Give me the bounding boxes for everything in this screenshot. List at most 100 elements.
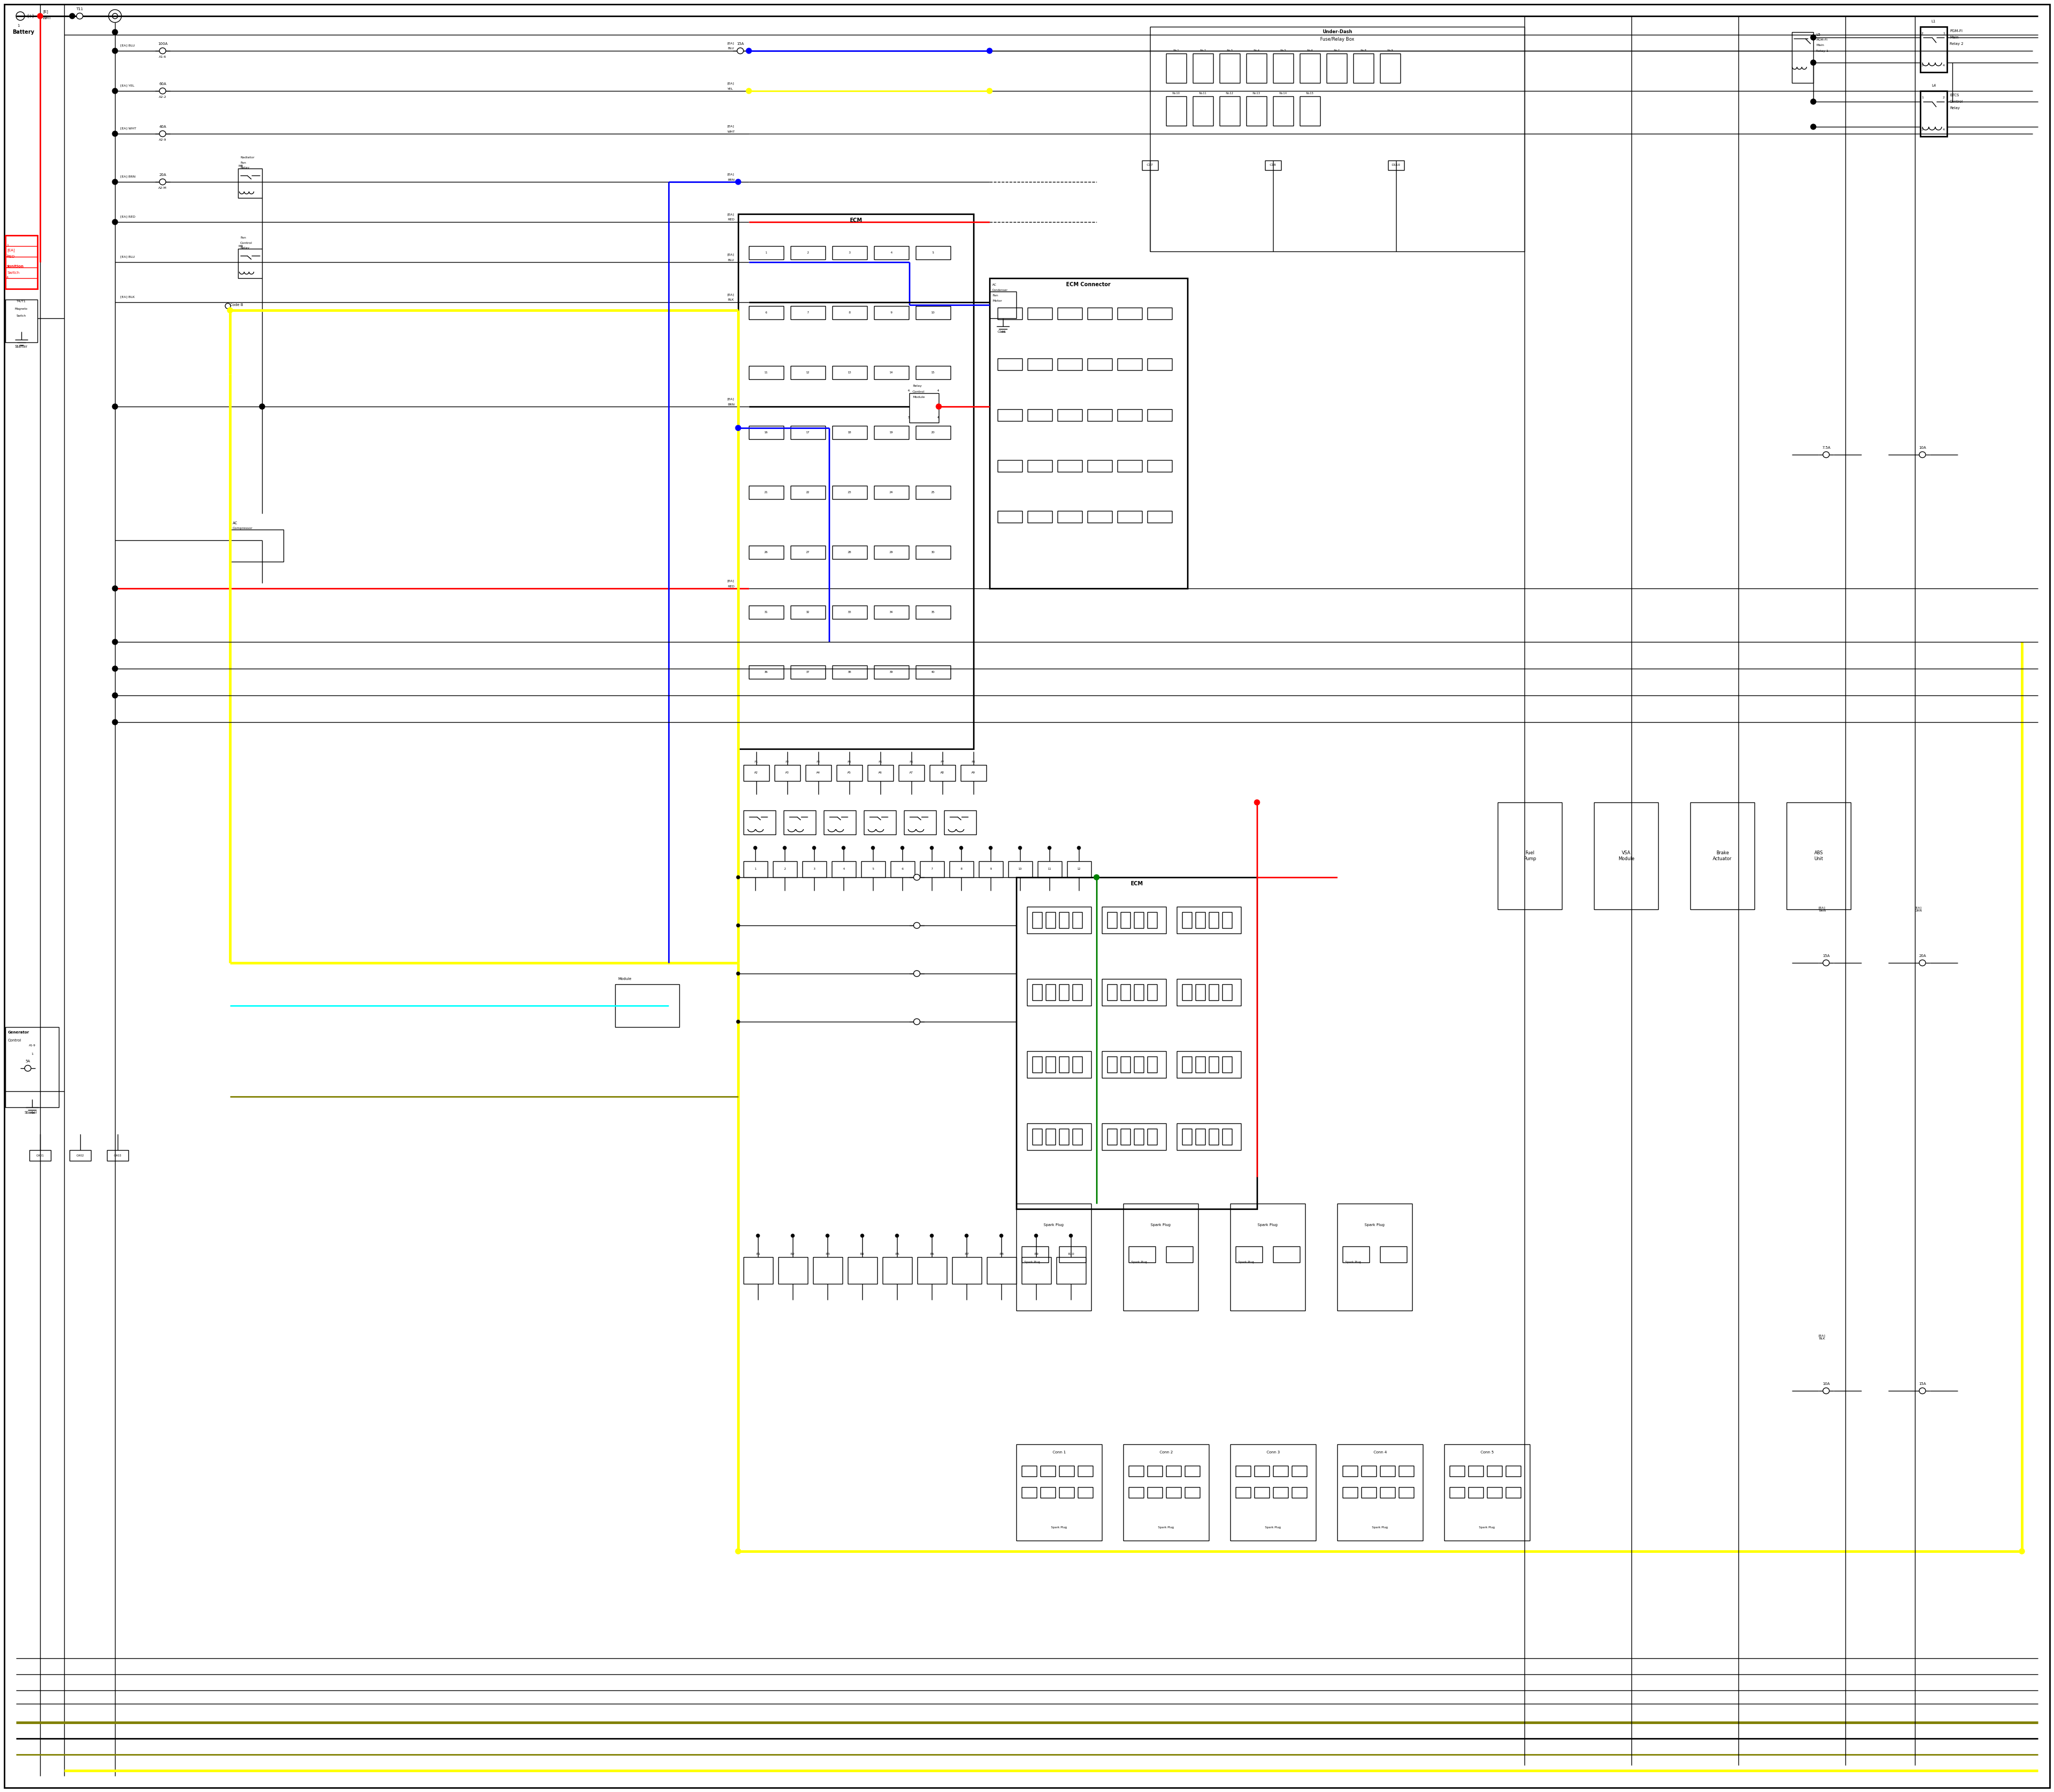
Bar: [1058, 511, 1082, 523]
Circle shape: [1255, 799, 1259, 805]
Bar: [1222, 1129, 1232, 1145]
Bar: [791, 246, 826, 260]
Bar: [1148, 308, 1173, 319]
Text: [EA]: [EA]: [727, 253, 735, 256]
Bar: [1354, 54, 1374, 82]
Circle shape: [113, 29, 117, 34]
Circle shape: [826, 1235, 830, 1236]
Text: [EA]
BRN: [EA] BRN: [1818, 907, 1826, 912]
Text: No.10: No.10: [1173, 91, 1181, 95]
Bar: [832, 545, 867, 559]
Text: Spark Plug: Spark Plug: [1364, 1224, 1384, 1226]
Text: [EA] RED: [EA] RED: [121, 215, 136, 219]
Text: ABS
Unit: ABS Unit: [1814, 851, 1824, 862]
Circle shape: [1019, 846, 1021, 849]
Text: 100A: 100A: [158, 43, 168, 45]
Bar: [1300, 54, 1321, 82]
Bar: [949, 862, 974, 878]
Ellipse shape: [1918, 452, 1927, 457]
Circle shape: [737, 876, 739, 878]
Bar: [832, 246, 867, 260]
Text: No.11: No.11: [1200, 91, 1208, 95]
Bar: [1444, 1444, 1530, 1541]
Bar: [1273, 54, 1294, 82]
Text: 4: 4: [6, 276, 8, 278]
Text: Spark Plug: Spark Plug: [1158, 1525, 1175, 1529]
Bar: [1121, 984, 1130, 1000]
Bar: [1193, 54, 1214, 82]
Text: M9: M9: [238, 246, 242, 247]
Bar: [1327, 54, 1347, 82]
Bar: [1791, 32, 1814, 82]
Circle shape: [930, 1235, 933, 1236]
Text: 3: 3: [1920, 127, 1923, 131]
Text: 4: 4: [937, 416, 939, 419]
Text: Control: Control: [240, 242, 253, 244]
Bar: [1072, 984, 1082, 1000]
Text: RED: RED: [727, 219, 735, 220]
Text: [EA] BLU: [EA] BLU: [121, 45, 136, 47]
Ellipse shape: [160, 48, 166, 54]
Bar: [791, 306, 826, 319]
Text: Relay: Relay: [912, 385, 922, 387]
Bar: [29, 1150, 51, 1161]
Circle shape: [228, 308, 232, 314]
Circle shape: [754, 846, 756, 849]
Ellipse shape: [1824, 452, 1830, 457]
Circle shape: [37, 13, 43, 18]
Ellipse shape: [76, 13, 82, 20]
Text: 4: 4: [908, 389, 910, 392]
Bar: [1220, 54, 1241, 82]
Text: Relay: Relay: [240, 246, 249, 249]
Bar: [1183, 1129, 1191, 1145]
Circle shape: [735, 179, 741, 185]
Text: F7: F7: [941, 760, 945, 763]
Text: 36: 36: [764, 670, 768, 674]
Circle shape: [113, 131, 117, 136]
Text: Under-Dash: Under-Dash: [1323, 30, 1352, 34]
Text: Relay: Relay: [1949, 106, 1960, 109]
Text: Starter: Starter: [14, 346, 29, 348]
Text: G101: G101: [998, 330, 1006, 333]
Bar: [961, 765, 986, 781]
Bar: [1078, 1487, 1093, 1498]
Bar: [1148, 358, 1173, 371]
Circle shape: [1812, 124, 1816, 129]
Bar: [750, 426, 785, 439]
Text: 16: 16: [764, 430, 768, 434]
Bar: [900, 765, 924, 781]
Bar: [1210, 984, 1218, 1000]
Text: Spark Plug: Spark Plug: [1043, 1224, 1064, 1226]
Text: Condenser: Condenser: [992, 289, 1009, 292]
Text: 1: 1: [1920, 97, 1923, 99]
Text: YEL: YEL: [727, 88, 733, 90]
Text: Main: Main: [1949, 36, 1960, 39]
Bar: [861, 862, 885, 878]
Bar: [875, 246, 908, 260]
Bar: [1017, 1204, 1091, 1310]
Ellipse shape: [1918, 1387, 1927, 1394]
Text: A9: A9: [972, 772, 976, 774]
Text: 31: 31: [764, 611, 768, 613]
Text: Control: Control: [8, 1039, 21, 1041]
Text: L4: L4: [1931, 84, 1935, 88]
Text: ECM: ECM: [850, 217, 863, 222]
Text: Switch: Switch: [16, 314, 27, 317]
Text: 32: 32: [805, 611, 809, 613]
Bar: [916, 426, 951, 439]
Text: G403: G403: [113, 1154, 121, 1158]
Bar: [1134, 984, 1144, 1000]
Text: No.5: No.5: [1280, 48, 1286, 52]
Bar: [1255, 1487, 1269, 1498]
Text: 2: 2: [1943, 97, 1945, 99]
Text: Battery: Battery: [12, 29, 35, 34]
Text: [EA]
GRN: [EA] GRN: [1914, 907, 1923, 912]
Bar: [1072, 1129, 1082, 1145]
Text: 24: 24: [889, 491, 893, 493]
Text: A2-M: A2-M: [158, 186, 166, 190]
Circle shape: [1812, 34, 1816, 39]
Bar: [1220, 97, 1241, 125]
Text: F8: F8: [972, 760, 976, 763]
Bar: [1087, 461, 1111, 471]
Text: AC: AC: [992, 283, 996, 287]
